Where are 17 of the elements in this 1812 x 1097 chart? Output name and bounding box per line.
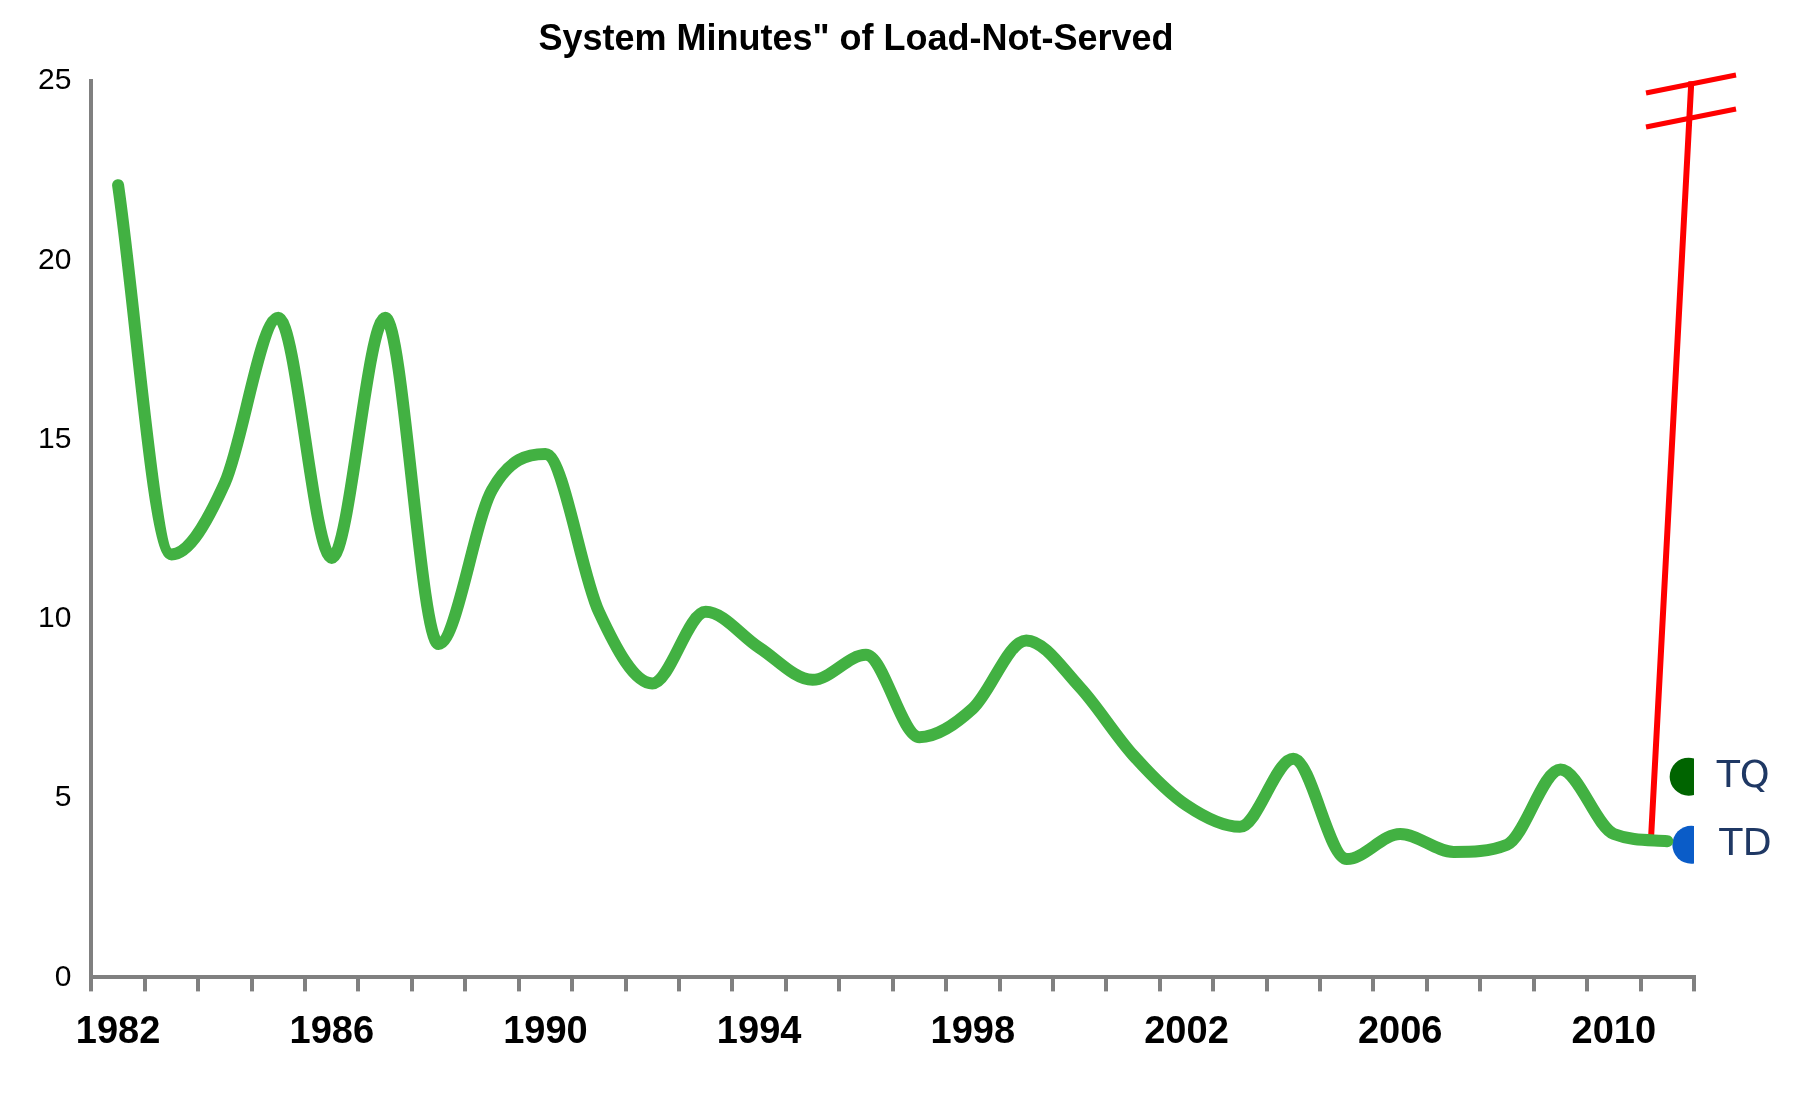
x-tick-label: 1982: [75, 1008, 161, 1051]
x-tick-label: 1986: [289, 1008, 375, 1051]
y-tick-label: 10: [37, 600, 72, 634]
x-tick-label: 1998: [930, 1008, 1016, 1051]
y-tick-label: 0: [54, 958, 72, 992]
x-tick-label: 2002: [1144, 1008, 1229, 1051]
y-tick-label: 15: [37, 420, 72, 454]
y-tick-label: 5: [54, 779, 72, 813]
x-tick-label: 2010: [1571, 1008, 1657, 1051]
x-tick-label: 1990: [503, 1008, 588, 1051]
x-tick-label: 1994: [716, 1008, 802, 1051]
y-tick-label: 25: [37, 62, 72, 96]
chart-title: System Minutes" of Load-Not-Served: [538, 16, 1174, 58]
series-label: TQ: [1715, 751, 1770, 796]
x-tick-label: 2006: [1357, 1008, 1443, 1051]
y-tick-label: 20: [37, 241, 72, 275]
series-label: TD: [1718, 819, 1772, 864]
